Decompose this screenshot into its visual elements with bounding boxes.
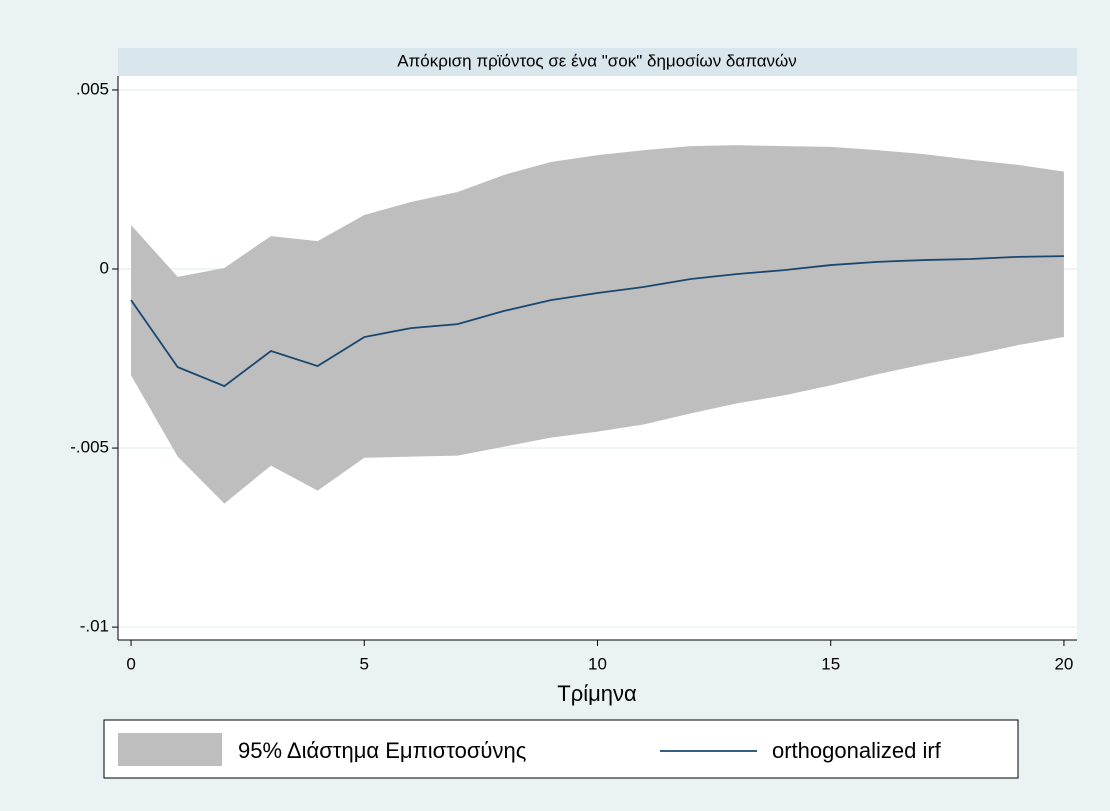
y-tick-label: 0 [100,258,109,277]
legend-label: orthogonalized irf [772,738,942,763]
x-tick-label: 10 [588,654,607,673]
x-tick-label: 5 [360,654,369,673]
x-axis-label: Τρίμηνα [557,681,637,706]
legend [103,719,1019,779]
y-tick-label: .005 [76,79,109,98]
x-tick-label: 20 [1054,654,1073,673]
y-tick-label: -.01 [80,617,109,636]
ci-area [131,145,1064,504]
legend-swatch [118,733,222,766]
y-tick-label: -.005 [70,438,109,457]
legend-label: 95% Διάστημα Εμπιστοσύνης [238,738,526,763]
title-band [118,48,1077,76]
chart-title: Απόκριση πρϊόντος σε ένα "σοκ" δημοσίων … [397,51,797,70]
x-tick-label: 0 [126,654,135,673]
line [130,255,1064,388]
x-tick-label: 15 [821,654,840,673]
